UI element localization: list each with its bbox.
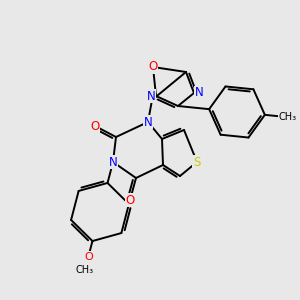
Text: N: N — [147, 89, 155, 103]
Text: CH₃: CH₃ — [279, 112, 297, 122]
Text: O: O — [125, 194, 135, 206]
Text: O: O — [148, 61, 158, 74]
Text: CH₃: CH₃ — [76, 265, 94, 275]
Text: O: O — [84, 251, 93, 262]
Text: S: S — [193, 155, 201, 169]
Text: N: N — [109, 155, 117, 169]
Text: N: N — [195, 86, 203, 100]
Text: O: O — [90, 119, 100, 133]
Text: N: N — [144, 116, 152, 128]
